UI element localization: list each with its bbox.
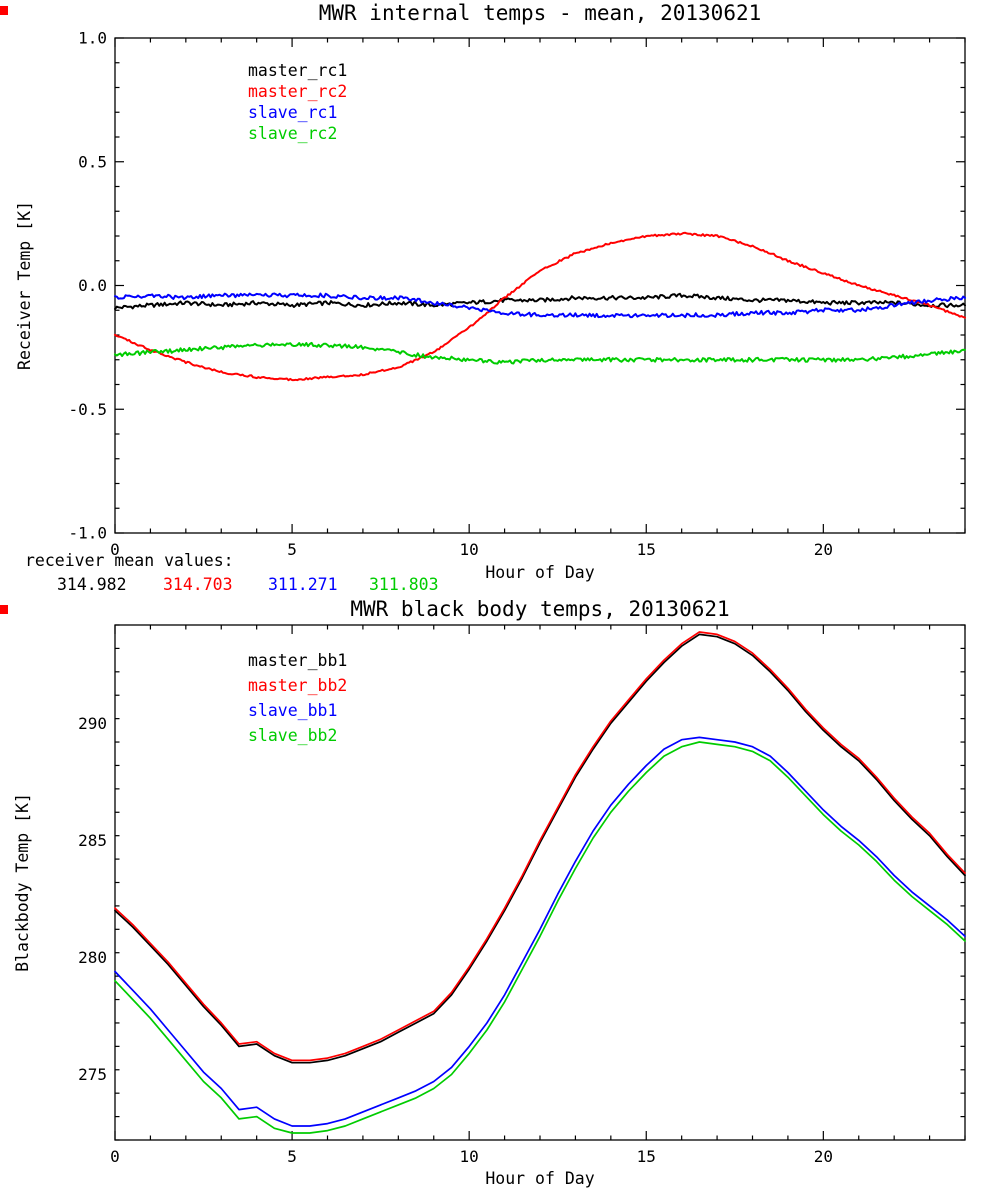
y-tick-label: -0.5 [68,400,107,419]
chart-blackbody-temps: 0 5 10 15 20 275 280 285 290 MWR black body temps… [0,600,1000,1200]
x-tick-label: 0 [110,1147,120,1166]
annotation-text: 314.982 [57,575,127,594]
chart-title: MWR black body temps, 20130621 [350,600,729,621]
series-master_rc2 [114,231,966,382]
x-tick-label: 10 [460,540,479,559]
x-axis-label: Hour of Day [485,1169,594,1188]
legend-item-slave_rc1: slave_rc1 [248,103,337,122]
annotation-text: 314.703 [163,575,233,594]
legend-item-master_bb1: master_bb1 [248,651,347,670]
x-axis-label: Hour of Day [485,563,594,582]
x-tick-label: 10 [460,1147,479,1166]
series-slave_rc2 [114,341,966,365]
legend-item-master_rc1: master_rc1 [248,61,347,80]
x-tick-label: 5 [287,1147,297,1166]
y-tick-label: 290 [78,714,107,733]
legend-item-slave_bb2: slave_bb2 [248,726,337,745]
y-tick-label: 285 [78,831,107,850]
chart-title: MWR internal temps - mean, 20130621 [319,1,762,25]
blackbody-temps-plot: 0 5 10 15 20 275 280 285 290 MWR black body temps… [0,600,966,1188]
y-tick-label: 0.5 [78,152,107,171]
legend-item-slave_bb1: slave_bb1 [248,701,337,720]
legend-item-master_bb2: master_bb2 [248,676,347,695]
y-tick-label: -1.0 [68,524,107,543]
plot-frame [114,37,966,534]
annotation-text: 311.271 [268,575,338,594]
series-master_bb2 [114,631,966,1062]
annotation-text: 311.803 [369,575,439,594]
edge-artifact-mark [0,6,8,15]
internal-temps-plot: 0 5 10 15 20 -1.0 -0.5 0.0 0.5 1.0 MWR internal te… [0,1,966,594]
series-slave_bb1 [114,736,966,1127]
legend-item-master_rc2: master_rc2 [248,82,347,101]
x-tick-label: 15 [637,540,656,559]
series-slave_rc1 [114,292,966,319]
chart-internal-temps: 0 5 10 15 20 -1.0 -0.5 0.0 0.5 1.0 MWR internal te… [0,1,966,594]
edge-artifact-mark [0,605,8,614]
series-master_bb1 [114,633,966,1064]
x-tick-label: 5 [287,540,297,559]
x-tick-label: 15 [637,1147,656,1166]
y-tick-label: 280 [78,948,107,967]
y-tick-label: 1.0 [78,29,107,48]
y-axis-label: Blackbody Temp [K] [13,793,32,972]
series-master_rc1 [114,292,966,310]
y-tick-label: 275 [78,1065,107,1084]
legend-item-slave_rc2: slave_rc2 [248,124,337,143]
x-tick-label: 20 [814,540,833,559]
x-tick-label: 20 [814,1147,833,1166]
annotation-text: receiver mean values: [25,551,234,570]
series-slave_bb2 [114,741,966,1134]
y-axis-label: Receiver Temp [K] [15,201,34,370]
x-tick-label: 0 [110,540,120,559]
y-tick-label: 0.0 [78,276,107,295]
plot-frame [114,624,966,1141]
